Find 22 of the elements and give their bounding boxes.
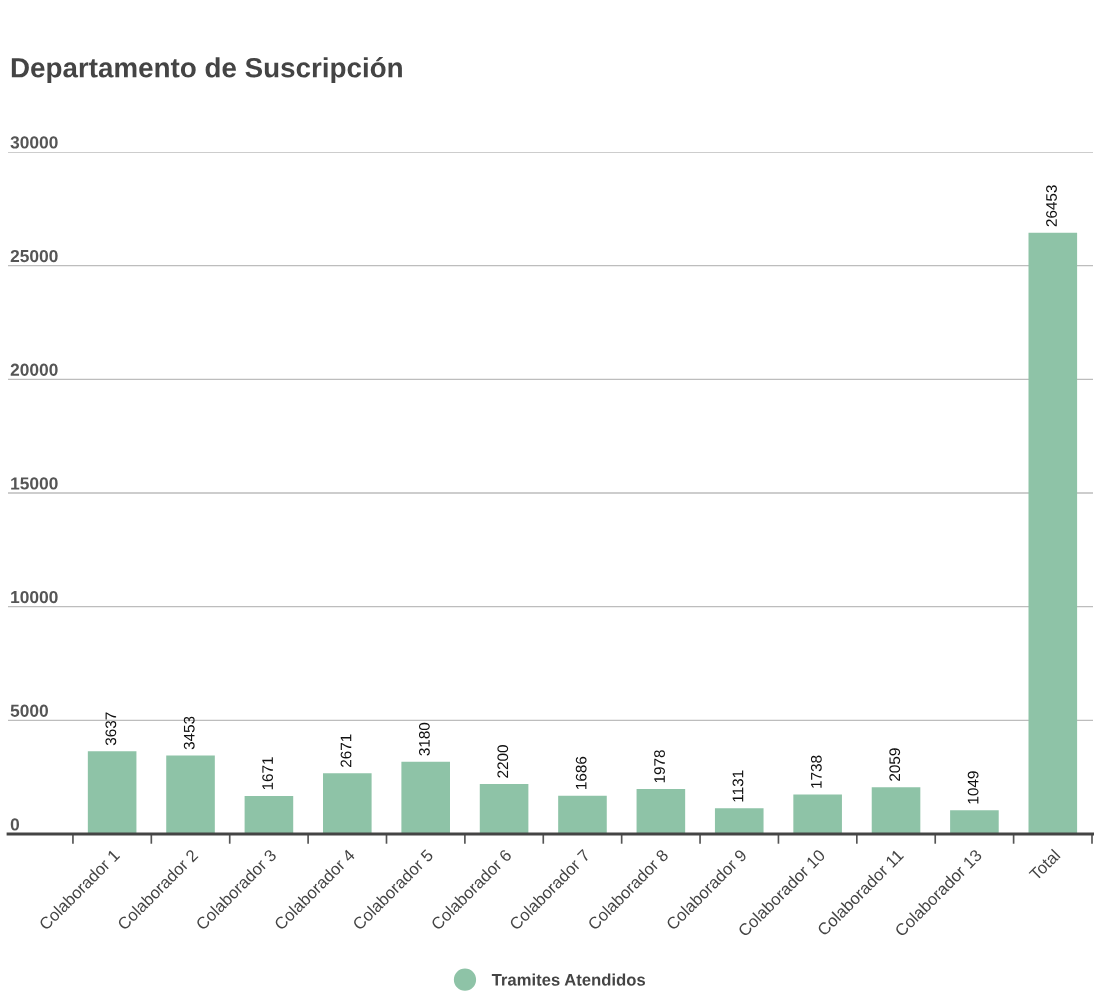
data-label: 3180	[418, 722, 430, 756]
data-label: 3637	[105, 712, 117, 746]
chart-title: Departamento de Suscripción	[11, 56, 402, 84]
y-tick-label: 15000	[11, 477, 58, 490]
data-label: 1671	[262, 757, 274, 790]
y-tick-label: 0	[10, 818, 20, 831]
data-label: 2671	[340, 734, 352, 767]
y-tick-label: 5000	[10, 704, 48, 717]
data-label: 1738	[810, 755, 822, 788]
data-label: 1978	[654, 750, 665, 783]
y-tick-label: 20000	[10, 363, 58, 376]
legend-label: Tramites Atendidos	[491, 973, 646, 986]
data-label: 1686	[575, 756, 587, 789]
y-tick-label: 25000	[10, 249, 58, 263]
data-label: 26453	[1046, 185, 1057, 227]
data-label: 2059	[889, 748, 901, 781]
y-tick-label: 10000	[11, 590, 58, 604]
y-tick-label: 30000	[10, 136, 58, 149]
data-label: 2200	[497, 745, 509, 778]
data-label: 3453	[183, 716, 195, 750]
data-label: 1049	[967, 771, 979, 804]
data-label: 1131	[732, 770, 744, 802]
